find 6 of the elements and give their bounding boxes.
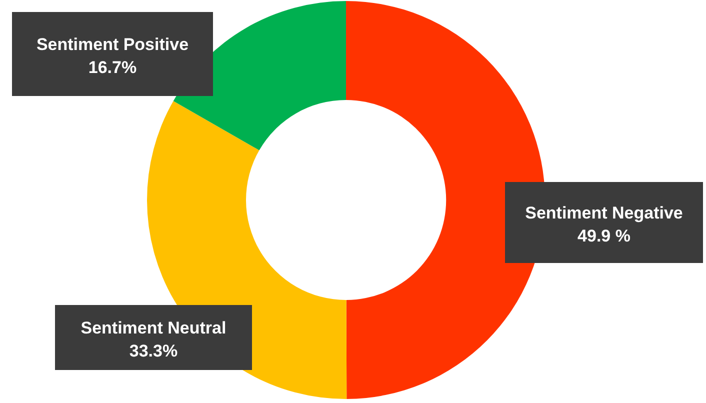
data-label: 16.7% [88,58,137,77]
data-label: 33.3% [129,342,178,360]
slice-label: Sentiment Negative [525,204,683,222]
slice-label: Sentiment Neutral [80,318,226,338]
data-label: 49.9 % [578,226,630,246]
slice-label: Sentiment Positive [36,35,189,54]
